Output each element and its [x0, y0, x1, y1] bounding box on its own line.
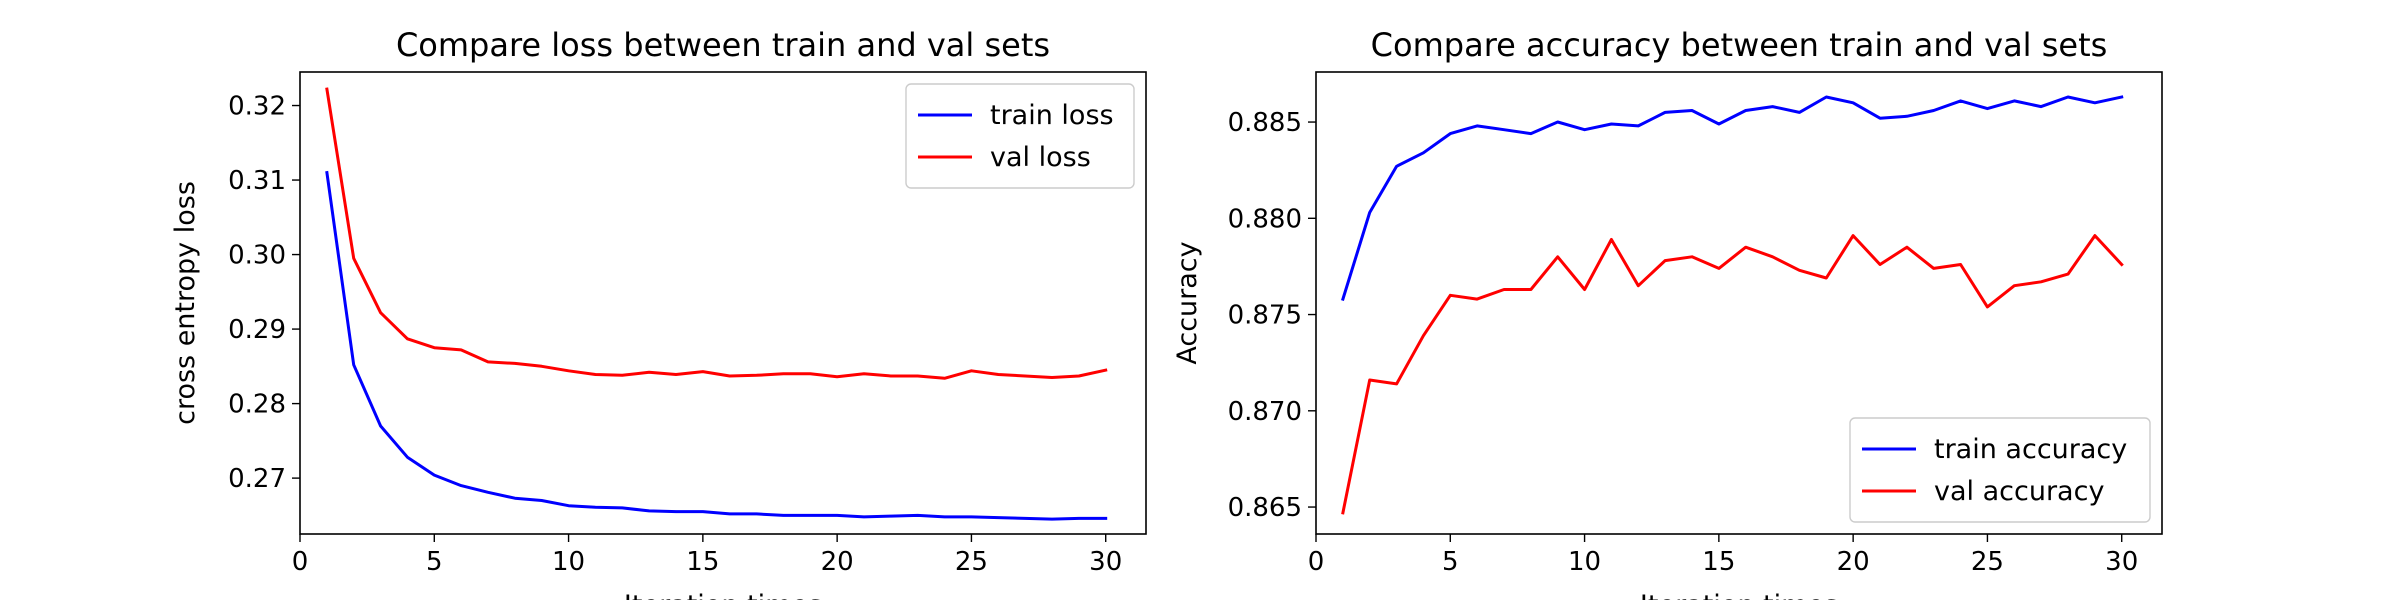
loss-chart-ytick-label: 0.32: [228, 92, 286, 122]
loss-chart-xtick-label: 10: [552, 547, 585, 577]
loss-chart-axes-frame: [299, 71, 1147, 535]
loss-chart-ytick-label: 0.30: [228, 241, 286, 271]
loss-chart-ytick-label: 0.27: [228, 464, 286, 494]
loss-chart-ytick-label: 0.31: [228, 166, 286, 196]
accuracy-chart-xtick-label: 10: [1568, 547, 1601, 577]
accuracy-chart-legend-label-0: train accuracy: [1934, 434, 2127, 465]
loss-chart-ticks: 0 5 10 15 20 25 30 0.27 0.28 0.29 0.30 0.31 0.32: [228, 92, 1122, 577]
loss-chart-xlabel: Iteration times: [624, 590, 822, 600]
loss-chart-xtick-label: 0: [292, 547, 309, 577]
loss-chart-xtick-label: 5: [426, 547, 443, 577]
accuracy-chart-lines: [1341, 95, 2124, 515]
accuracy-chart-legend: train accuracy val accuracy: [1849, 417, 2151, 523]
loss-chart-legend-box: [905, 83, 1135, 189]
loss-chart-ytick-label: 0.29: [228, 315, 286, 345]
accuracy-chart: Compare accuracy between train and val s…: [1172, 26, 2163, 600]
loss-chart-title: Compare loss between train and val sets: [396, 26, 1050, 64]
loss-chart-ylabel: cross entropy loss: [170, 181, 201, 425]
accuracy-chart-ytick-label: 0.875: [1228, 301, 1302, 331]
accuracy-chart-xtick-label: 15: [1702, 547, 1735, 577]
loss-chart-lines: [325, 87, 1108, 521]
accuracy-chart-xtick-label: 5: [1442, 547, 1459, 577]
loss-chart-xtick-label: 20: [821, 547, 854, 577]
accuracy-chart-legend-label-1: val accuracy: [1934, 476, 2104, 507]
accuracy-chart-ylabel: Accuracy: [1172, 241, 1203, 364]
accuracy-chart-ticks: 0 5 10 15 20 25 30 0.865 0.870 0.875 0.880 0.885: [1228, 108, 2139, 577]
loss-chart-legend: train loss val loss: [905, 83, 1135, 189]
accuracy-chart-series-0-line: [1341, 95, 2124, 301]
accuracy-chart-xtick-label: 25: [1971, 547, 2004, 577]
loss-chart-xtick-label: 30: [1089, 547, 1122, 577]
loss-chart-legend-label-1: val loss: [990, 142, 1091, 173]
accuracy-chart-title: Compare accuracy between train and val s…: [1371, 26, 2108, 64]
accuracy-chart-xtick-label: 30: [2105, 547, 2138, 577]
loss-chart-series-0-line: [325, 170, 1108, 521]
accuracy-chart-xtick-label: 20: [1837, 547, 1870, 577]
accuracy-chart-xlabel: Iteration times: [1640, 590, 1838, 600]
loss-chart-legend-label-0: train loss: [990, 100, 1114, 131]
accuracy-chart-ytick-label: 0.870: [1228, 397, 1302, 427]
loss-chart-xtick-label: 15: [686, 547, 719, 577]
accuracy-chart-ytick-label: 0.865: [1228, 493, 1302, 523]
loss-chart: Compare loss between train and val sets …: [170, 26, 1147, 600]
accuracy-chart-legend-box: [1849, 417, 2151, 523]
loss-chart-ytick-label: 0.28: [228, 390, 286, 420]
accuracy-chart-xtick-label: 0: [1308, 547, 1325, 577]
accuracy-chart-axes-frame: [1315, 71, 2163, 535]
accuracy-chart-ytick-label: 0.880: [1228, 204, 1302, 234]
loss-chart-xtick-label: 25: [955, 547, 988, 577]
accuracy-chart-series-1-line: [1341, 234, 2124, 515]
accuracy-chart-ytick-label: 0.885: [1228, 108, 1302, 138]
loss-chart-series-1-line: [325, 87, 1108, 380]
